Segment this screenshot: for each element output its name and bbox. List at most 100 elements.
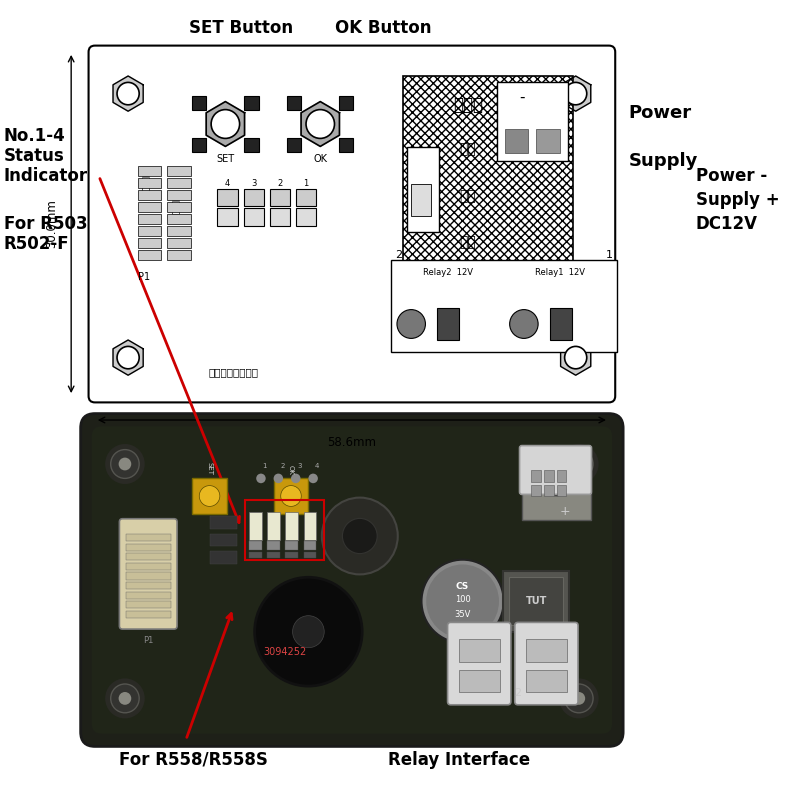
Text: 4: 4: [315, 463, 319, 470]
Text: R502-F: R502-F: [4, 235, 70, 253]
FancyBboxPatch shape: [89, 46, 615, 402]
Bar: [192, 138, 206, 152]
Text: 2: 2: [395, 250, 402, 260]
Text: OK: OK: [314, 154, 327, 164]
Circle shape: [105, 678, 145, 718]
Bar: [550, 308, 572, 340]
Text: 高压区: 高压区: [453, 96, 483, 114]
Bar: [126, 591, 171, 598]
Text: SET: SET: [206, 462, 213, 475]
Bar: [522, 494, 591, 520]
Text: 1: 1: [606, 250, 613, 260]
Bar: [286, 512, 298, 540]
Text: 严禁: 严禁: [459, 142, 476, 157]
Bar: [126, 553, 171, 560]
Text: 3: 3: [298, 463, 302, 470]
Circle shape: [573, 692, 585, 705]
Bar: [138, 178, 162, 188]
Bar: [126, 543, 171, 550]
Circle shape: [510, 310, 538, 338]
Text: Indicator: Indicator: [4, 167, 88, 185]
Text: +: +: [559, 505, 570, 518]
Circle shape: [573, 458, 585, 470]
Bar: [126, 582, 171, 589]
Bar: [505, 129, 529, 153]
Circle shape: [342, 518, 377, 554]
Text: Status: Status: [4, 147, 65, 165]
Circle shape: [274, 474, 283, 483]
Circle shape: [426, 565, 499, 638]
Bar: [210, 551, 238, 564]
Circle shape: [211, 110, 240, 138]
Circle shape: [306, 110, 334, 138]
Bar: [267, 552, 280, 558]
Bar: [267, 512, 280, 540]
Bar: [510, 578, 563, 626]
Circle shape: [565, 684, 593, 713]
Text: 2: 2: [280, 463, 285, 470]
Circle shape: [559, 678, 598, 718]
Bar: [503, 571, 570, 632]
Text: SET: SET: [216, 154, 234, 164]
Bar: [249, 541, 262, 550]
FancyBboxPatch shape: [81, 414, 623, 746]
Text: CS: CS: [456, 582, 470, 591]
Bar: [245, 500, 324, 560]
Circle shape: [105, 444, 145, 484]
Text: DC12V: DC12V: [696, 215, 758, 233]
Bar: [167, 166, 190, 176]
Circle shape: [309, 474, 318, 483]
Text: Supply +: Supply +: [696, 191, 779, 209]
Text: Relay Interface: Relay Interface: [387, 751, 530, 769]
Bar: [339, 96, 354, 110]
Text: 触碰: 触碰: [459, 235, 476, 250]
Bar: [167, 202, 190, 212]
Bar: [286, 552, 298, 558]
Text: Relay2  12V: Relay2 12V: [422, 268, 473, 277]
Bar: [526, 670, 567, 692]
Text: 手指: 手指: [459, 189, 476, 202]
Text: 触觉指纹: 触觉指纹: [172, 194, 181, 214]
Bar: [126, 610, 171, 618]
Circle shape: [254, 578, 362, 686]
Bar: [249, 512, 262, 540]
Circle shape: [117, 346, 139, 369]
Bar: [267, 541, 280, 550]
Text: For R558/R558S: For R558/R558S: [119, 751, 268, 769]
FancyBboxPatch shape: [119, 518, 177, 629]
Bar: [296, 189, 316, 206]
Text: SET Button: SET Button: [189, 19, 294, 37]
Circle shape: [559, 444, 598, 484]
Polygon shape: [561, 76, 590, 111]
Text: 100: 100: [454, 595, 470, 604]
Bar: [192, 478, 227, 514]
Circle shape: [281, 486, 302, 506]
Bar: [531, 470, 541, 482]
Circle shape: [397, 310, 426, 338]
Bar: [126, 601, 171, 608]
Bar: [287, 138, 302, 152]
Text: OK Button: OK Button: [335, 19, 432, 37]
Bar: [557, 470, 566, 482]
Bar: [244, 138, 258, 152]
Text: Relay1  12V: Relay1 12V: [535, 268, 586, 277]
Bar: [138, 226, 162, 236]
Polygon shape: [206, 102, 245, 146]
Polygon shape: [113, 340, 143, 375]
Circle shape: [293, 616, 324, 648]
Bar: [126, 572, 171, 579]
Text: +: +: [536, 134, 550, 153]
Bar: [403, 76, 574, 264]
Bar: [544, 485, 554, 496]
Polygon shape: [301, 102, 339, 146]
Bar: [126, 562, 171, 570]
Bar: [244, 96, 258, 110]
Circle shape: [291, 474, 301, 483]
Text: No.1-4: No.1-4: [4, 127, 66, 145]
FancyBboxPatch shape: [447, 622, 511, 705]
Bar: [287, 96, 302, 110]
Bar: [407, 147, 439, 232]
Text: Supply: Supply: [629, 152, 698, 170]
Bar: [458, 639, 500, 662]
Text: 触觉防水指纹: 触觉防水指纹: [142, 165, 150, 195]
